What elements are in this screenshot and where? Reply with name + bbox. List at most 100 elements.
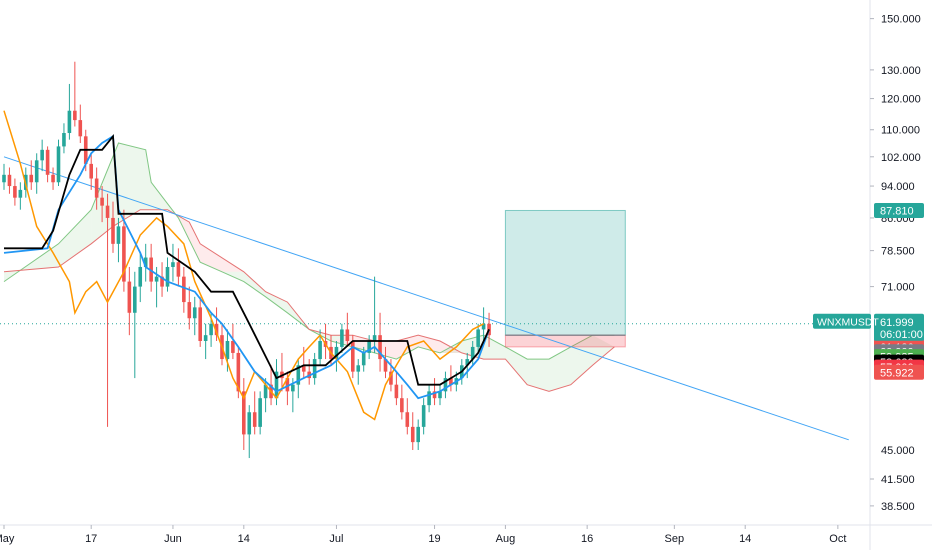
candle-body xyxy=(372,335,377,341)
candle-body xyxy=(165,266,170,287)
candle[interactable] xyxy=(443,371,448,399)
price-badge-label: 87.810 xyxy=(880,205,914,217)
candle[interactable] xyxy=(476,323,480,353)
candle[interactable] xyxy=(400,384,404,420)
candle[interactable] xyxy=(356,359,361,385)
candle[interactable] xyxy=(427,384,431,413)
candle[interactable] xyxy=(40,139,44,172)
price-axis[interactable]: 150.000 130.000 120.000 110.000 102.000 94.00… xyxy=(869,0,921,550)
cloud-segment xyxy=(222,271,266,292)
candle[interactable] xyxy=(247,405,252,459)
candle[interactable] xyxy=(67,83,72,140)
time-axis[interactable]: May 17 Jun 14 Jul 19 Aug 16 Sep 14 Oct xyxy=(0,524,932,545)
candle-body xyxy=(18,189,23,198)
candle[interactable] xyxy=(214,307,219,341)
candle[interactable] xyxy=(470,340,475,366)
candle[interactable] xyxy=(242,378,246,450)
candle-body xyxy=(378,335,382,360)
candle-body xyxy=(187,302,192,319)
candle-body xyxy=(40,149,44,161)
candle[interactable] xyxy=(182,266,186,313)
candle[interactable] xyxy=(13,178,17,206)
candle[interactable] xyxy=(105,193,110,427)
time-tick-label: 19 xyxy=(428,533,440,545)
candle[interactable] xyxy=(56,139,61,187)
candle[interactable] xyxy=(62,123,66,154)
position-profit-zone[interactable] xyxy=(504,209,626,336)
candle[interactable] xyxy=(438,384,442,406)
candle[interactable] xyxy=(176,248,181,287)
candle-body xyxy=(176,262,181,277)
candle[interactable] xyxy=(29,160,34,190)
candle[interactable] xyxy=(122,209,126,292)
candle[interactable] xyxy=(100,186,104,223)
candle[interactable] xyxy=(351,335,355,379)
candle[interactable] xyxy=(187,286,192,330)
time-tick-label: Jul xyxy=(329,533,343,545)
candle[interactable] xyxy=(149,243,153,292)
candle[interactable] xyxy=(94,167,99,210)
candle[interactable] xyxy=(2,163,6,190)
candle[interactable] xyxy=(34,153,39,194)
countdown-label: 06:01:00 xyxy=(880,329,923,341)
candle[interactable] xyxy=(51,167,55,190)
candle[interactable] xyxy=(432,378,437,406)
candle[interactable] xyxy=(312,352,317,385)
candle-body xyxy=(383,359,388,372)
candle[interactable] xyxy=(203,323,208,360)
candle[interactable] xyxy=(160,262,164,297)
candle[interactable] xyxy=(405,398,410,435)
candle[interactable] xyxy=(345,312,350,347)
candle[interactable] xyxy=(252,391,257,435)
candle-body xyxy=(356,365,361,372)
candle-body xyxy=(89,163,93,179)
candle-body xyxy=(274,371,279,399)
candle-body xyxy=(312,359,317,379)
candle[interactable] xyxy=(143,243,148,282)
candle[interactable] xyxy=(361,346,366,372)
candle-body xyxy=(421,405,426,427)
candle[interactable] xyxy=(340,323,344,353)
price-tick-label: 71.000 xyxy=(881,282,915,294)
candle-body xyxy=(247,412,252,435)
candle[interactable] xyxy=(165,257,170,292)
candle[interactable] xyxy=(383,346,388,379)
candle[interactable] xyxy=(116,217,121,263)
candle[interactable] xyxy=(133,271,137,379)
candle[interactable] xyxy=(410,412,415,450)
candle-body xyxy=(51,174,55,183)
candle[interactable] xyxy=(378,312,382,372)
candle-body xyxy=(340,329,344,347)
candle[interactable] xyxy=(394,371,399,406)
candle[interactable] xyxy=(7,167,12,194)
candle-body xyxy=(78,120,83,137)
candle[interactable] xyxy=(73,61,77,127)
candle[interactable] xyxy=(198,296,202,347)
symbol-label-text: WNXMUSDT xyxy=(817,316,879,328)
time-tick-label: Aug xyxy=(496,533,516,545)
candle[interactable] xyxy=(307,359,311,385)
trendline[interactable] xyxy=(3,156,849,441)
candle[interactable] xyxy=(78,104,83,144)
price-tick-label: 94.000 xyxy=(881,181,915,193)
candle[interactable] xyxy=(45,146,50,183)
candle-body xyxy=(29,174,34,183)
candle-body xyxy=(465,359,470,366)
candle[interactable] xyxy=(296,359,301,399)
price-badge-bg xyxy=(874,364,924,380)
candle-body xyxy=(318,340,322,360)
candle[interactable] xyxy=(18,182,23,210)
candle[interactable] xyxy=(138,252,143,303)
candle[interactable] xyxy=(421,398,426,435)
candle[interactable] xyxy=(89,153,93,190)
candle[interactable] xyxy=(192,296,197,336)
candle[interactable] xyxy=(258,391,262,435)
candle[interactable] xyxy=(127,266,132,336)
candle-body xyxy=(34,160,39,183)
candle[interactable] xyxy=(231,323,235,360)
candle[interactable] xyxy=(416,419,420,450)
candle[interactable] xyxy=(367,335,371,360)
candle[interactable] xyxy=(171,243,175,282)
candle[interactable] xyxy=(111,201,115,253)
